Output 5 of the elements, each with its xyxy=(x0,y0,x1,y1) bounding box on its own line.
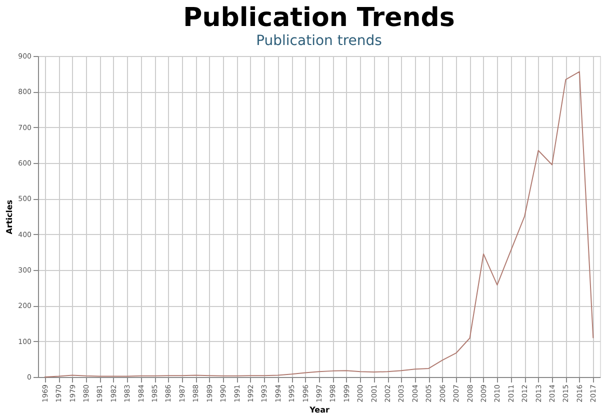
x-axis-title: Year xyxy=(308,405,330,414)
line-series xyxy=(44,71,594,378)
y-axis-title: Articles xyxy=(5,200,14,234)
chart-title: Publication Trends xyxy=(183,3,455,33)
text: Publication trends xyxy=(256,33,382,49)
